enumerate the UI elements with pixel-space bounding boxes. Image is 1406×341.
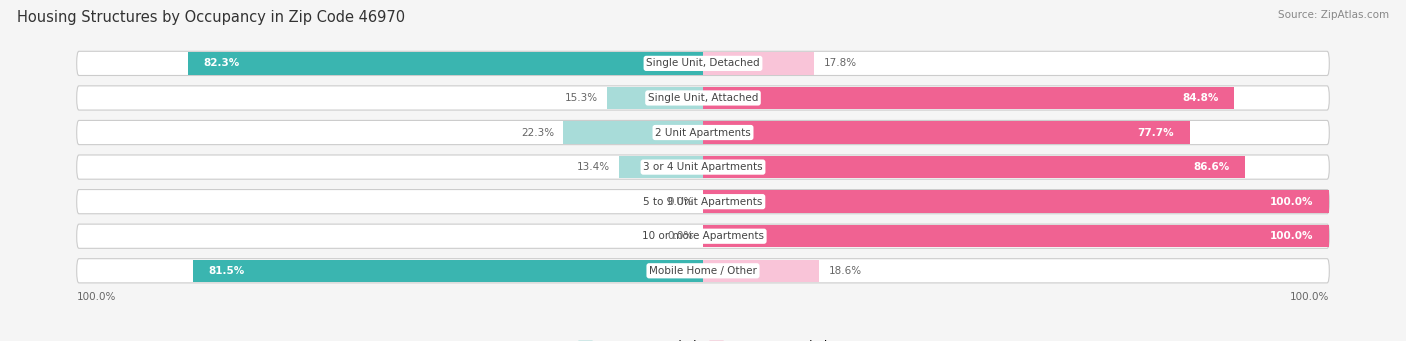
Text: 86.6%: 86.6% xyxy=(1194,162,1230,172)
Text: 77.7%: 77.7% xyxy=(1137,128,1174,137)
Text: 22.3%: 22.3% xyxy=(520,128,554,137)
Text: 18.6%: 18.6% xyxy=(830,266,862,276)
Text: 13.4%: 13.4% xyxy=(576,162,610,172)
Bar xyxy=(703,190,1329,213)
Text: 81.5%: 81.5% xyxy=(208,266,245,276)
FancyBboxPatch shape xyxy=(77,51,1329,75)
Text: 0.0%: 0.0% xyxy=(668,231,693,241)
FancyBboxPatch shape xyxy=(77,155,1329,179)
Text: 82.3%: 82.3% xyxy=(204,58,239,69)
FancyBboxPatch shape xyxy=(77,120,1329,145)
Text: 100.0%: 100.0% xyxy=(1270,231,1313,241)
Text: 17.8%: 17.8% xyxy=(824,58,858,69)
Bar xyxy=(187,52,703,75)
Bar xyxy=(703,87,1234,109)
Text: 5 to 9 Unit Apartments: 5 to 9 Unit Apartments xyxy=(644,197,762,207)
Bar xyxy=(703,260,820,282)
Bar xyxy=(619,156,703,178)
Text: 100.0%: 100.0% xyxy=(77,292,117,302)
Text: Mobile Home / Other: Mobile Home / Other xyxy=(650,266,756,276)
Bar xyxy=(607,87,703,109)
Bar xyxy=(703,225,1329,248)
Bar xyxy=(703,52,814,75)
Text: Single Unit, Attached: Single Unit, Attached xyxy=(648,93,758,103)
Text: 2 Unit Apartments: 2 Unit Apartments xyxy=(655,128,751,137)
Text: 84.8%: 84.8% xyxy=(1182,93,1219,103)
Text: Single Unit, Detached: Single Unit, Detached xyxy=(647,58,759,69)
Text: 0.0%: 0.0% xyxy=(668,197,693,207)
Text: 15.3%: 15.3% xyxy=(565,93,598,103)
Bar xyxy=(564,121,703,144)
Text: Housing Structures by Occupancy in Zip Code 46970: Housing Structures by Occupancy in Zip C… xyxy=(17,10,405,25)
Text: 100.0%: 100.0% xyxy=(1270,197,1313,207)
Text: Source: ZipAtlas.com: Source: ZipAtlas.com xyxy=(1278,10,1389,20)
Bar xyxy=(193,260,703,282)
FancyBboxPatch shape xyxy=(77,190,1329,214)
Legend: Owner-occupied, Renter-occupied: Owner-occupied, Renter-occupied xyxy=(572,336,834,341)
Text: 10 or more Apartments: 10 or more Apartments xyxy=(643,231,763,241)
Bar xyxy=(703,121,1189,144)
Bar xyxy=(703,156,1246,178)
FancyBboxPatch shape xyxy=(77,86,1329,110)
FancyBboxPatch shape xyxy=(77,259,1329,283)
FancyBboxPatch shape xyxy=(77,224,1329,248)
Text: 100.0%: 100.0% xyxy=(1289,292,1329,302)
Text: 3 or 4 Unit Apartments: 3 or 4 Unit Apartments xyxy=(643,162,763,172)
